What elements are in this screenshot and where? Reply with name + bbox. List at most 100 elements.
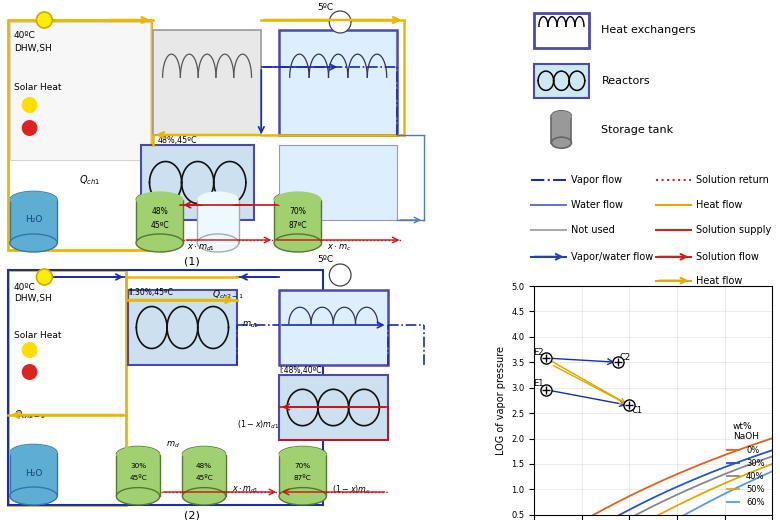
Ellipse shape: [551, 137, 572, 148]
Line: 60%: 60%: [534, 471, 772, 520]
Text: Not used: Not used: [572, 225, 615, 236]
Text: DHW,SH: DHW,SH: [14, 294, 51, 304]
Bar: [116, 454, 160, 496]
0%: [697, 461, 706, 467]
Text: DHW,SH: DHW,SH: [14, 44, 51, 53]
Text: C2: C2: [620, 353, 631, 362]
Text: II:30%,45ºC: II:30%,45ºC: [128, 289, 173, 297]
Ellipse shape: [136, 191, 183, 208]
Text: H₂O: H₂O: [25, 469, 42, 477]
Bar: [279, 454, 326, 496]
0%: [720, 452, 729, 458]
50%: [708, 486, 718, 492]
Text: 45ºC: 45ºC: [151, 220, 169, 229]
Text: $Q_{ch1}$: $Q_{ch1}$: [79, 173, 101, 187]
Ellipse shape: [116, 488, 160, 505]
Bar: [183, 454, 225, 496]
50%: [697, 491, 706, 497]
Text: (2): (2): [184, 510, 200, 520]
60%: [684, 509, 693, 515]
30%: [697, 474, 706, 480]
30%: [756, 451, 765, 458]
40%: [661, 497, 670, 503]
30%: [636, 500, 646, 506]
50%: [684, 497, 693, 503]
60%: [672, 516, 682, 520]
Text: Storage tank: Storage tank: [601, 125, 673, 135]
Text: Vapor/water flow: Vapor/water flow: [572, 252, 654, 262]
30%: [708, 469, 718, 475]
Ellipse shape: [116, 446, 160, 463]
40%: [636, 509, 646, 515]
Text: Heat flow: Heat flow: [697, 276, 743, 285]
30%: [649, 495, 658, 501]
30%: [672, 484, 682, 490]
Bar: [534, 63, 589, 98]
Ellipse shape: [274, 191, 321, 208]
Text: $x \cdot m_c$: $x \cdot m_c$: [328, 243, 352, 253]
Bar: [10, 22, 151, 160]
Circle shape: [329, 264, 351, 286]
40%: [649, 503, 658, 509]
60%: [732, 485, 741, 491]
0%: [708, 457, 718, 463]
Ellipse shape: [279, 488, 326, 505]
Bar: [534, 13, 589, 48]
Text: $Q_{ch2-2}$: $Q_{ch2-2}$: [14, 409, 45, 421]
60%: [756, 474, 765, 480]
Bar: [279, 290, 388, 365]
Text: Solar Heat: Solar Heat: [14, 331, 62, 340]
Text: $(1-x)m_c$: $(1-x)m_c$: [332, 484, 371, 496]
Y-axis label: LOG of vapor pressure: LOG of vapor pressure: [496, 346, 505, 455]
50%: [756, 465, 765, 472]
Text: C1: C1: [632, 406, 643, 415]
Bar: [551, 116, 572, 142]
0%: [768, 435, 777, 441]
Bar: [136, 200, 183, 243]
Text: Heat flow: Heat flow: [697, 200, 743, 210]
Ellipse shape: [10, 487, 57, 505]
Line: 0%: 0%: [534, 438, 772, 520]
50%: [744, 470, 753, 476]
Text: 45ºC: 45ºC: [195, 475, 213, 481]
Ellipse shape: [551, 111, 572, 121]
0%: [661, 476, 670, 483]
30%: [601, 519, 611, 520]
30%: [732, 460, 741, 466]
40%: [744, 462, 753, 468]
Text: E1: E1: [534, 379, 544, 388]
0%: [636, 487, 646, 493]
Text: $x \cdot m_{d1}$: $x \cdot m_{d1}$: [232, 485, 259, 495]
Bar: [279, 30, 397, 135]
Text: 5ºC: 5ºC: [317, 4, 334, 12]
0%: [601, 505, 611, 511]
Text: Water flow: Water flow: [572, 200, 623, 210]
Text: 70%: 70%: [295, 463, 310, 469]
Text: Heat exchangers: Heat exchangers: [601, 25, 696, 35]
Bar: [153, 30, 261, 135]
Text: 48%: 48%: [151, 207, 168, 216]
Ellipse shape: [183, 488, 225, 505]
Circle shape: [37, 269, 52, 285]
Ellipse shape: [136, 234, 183, 252]
40%: [708, 476, 718, 482]
Bar: [128, 290, 236, 365]
Ellipse shape: [10, 234, 57, 252]
50%: [649, 515, 658, 520]
30%: [768, 447, 777, 453]
Text: Vapor flow: Vapor flow: [572, 175, 622, 185]
Text: 48%: 48%: [196, 463, 212, 469]
Line: 40%: 40%: [534, 457, 772, 520]
Text: $x \cdot m_{d1}$: $x \cdot m_{d1}$: [187, 243, 215, 253]
Text: 48%,45ºC: 48%,45ºC: [158, 136, 197, 145]
40%: [756, 458, 765, 464]
Text: E2: E2: [534, 348, 544, 357]
50%: [720, 480, 729, 487]
0%: [744, 443, 753, 449]
Text: 87ºC: 87ºC: [289, 220, 307, 229]
Ellipse shape: [10, 191, 57, 208]
Ellipse shape: [274, 234, 321, 252]
Bar: [8, 20, 151, 250]
Text: (1): (1): [184, 257, 200, 267]
Ellipse shape: [197, 234, 239, 252]
